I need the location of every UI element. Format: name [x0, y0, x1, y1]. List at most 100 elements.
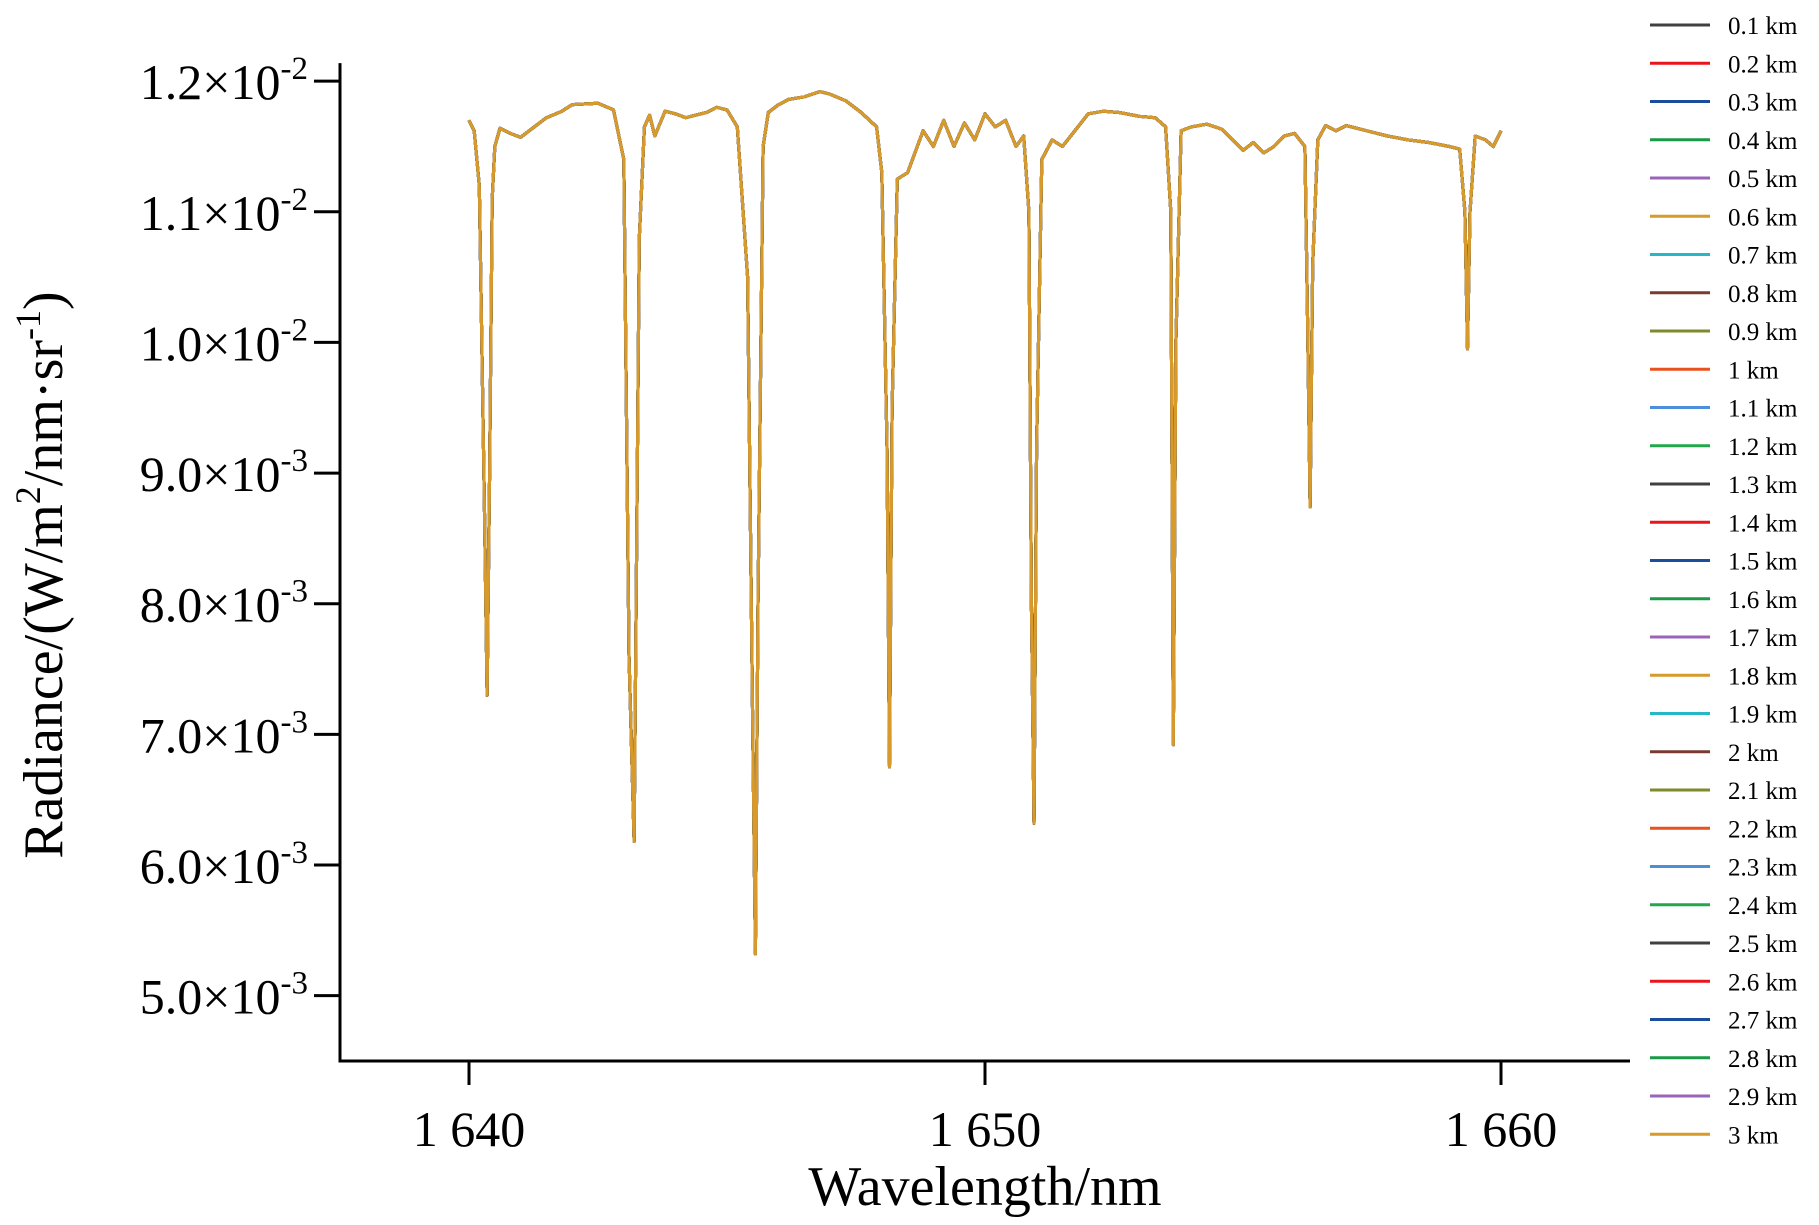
legend-label: 0.2 km [1728, 51, 1798, 78]
legend-item: 0.6 km [1650, 204, 1798, 231]
y-tick-mantissa: 5.0×10 [140, 969, 281, 1025]
legend-item: 2.4 km [1650, 893, 1798, 920]
legend-item: 2.3 km [1650, 855, 1798, 882]
legend-item: 1.6 km [1650, 587, 1798, 614]
legend-item: 2.8 km [1650, 1046, 1798, 1073]
legend-label: 0.5 km [1728, 166, 1798, 193]
legend-item: 1.2 km [1650, 434, 1798, 461]
y-axis-title: Radiance/(W/m2/nm·sr-1) [8, 291, 75, 858]
y-tick-label: 8.0×10-3 [140, 574, 308, 633]
y-tick-exponent: -3 [281, 704, 309, 740]
legend-label: 1.5 km [1728, 549, 1798, 576]
legend-item: 0.5 km [1650, 166, 1798, 193]
legend-item: 2.5 km [1650, 931, 1798, 958]
legend-item: 0.7 km [1650, 243, 1798, 270]
legend-item: 2.6 km [1650, 969, 1798, 996]
y-tick-label: 1.2×10-2 [140, 51, 308, 110]
y-tick-label: 7.0×10-3 [140, 704, 308, 763]
legend-label: 1.6 km [1728, 587, 1798, 614]
y-tick-label: 6.0×10-3 [140, 835, 308, 894]
legend-label: 2.6 km [1728, 969, 1798, 996]
legend-label: 2.2 km [1728, 816, 1798, 843]
legend-item: 0.1 km [1650, 13, 1798, 40]
legend-item: 1.7 km [1650, 625, 1798, 652]
legend-label: 1.4 km [1728, 510, 1798, 537]
legend-item: 2.1 km [1650, 778, 1798, 805]
legend-label: 1 km [1728, 357, 1779, 384]
y-tick-mantissa: 7.0×10 [140, 707, 281, 763]
legend-label: 0.4 km [1728, 128, 1798, 155]
legend-label: 2.1 km [1728, 778, 1798, 805]
legend-label: 2.3 km [1728, 855, 1798, 882]
y-tick-mantissa: 9.0×10 [140, 446, 281, 502]
legend-label: 0.7 km [1728, 243, 1798, 270]
legend-label: 1.8 km [1728, 663, 1798, 690]
legend-item: 3 km [1650, 1122, 1779, 1149]
legend-item: 2.9 km [1650, 1084, 1798, 1111]
x-tick-label: 1 650 [929, 1101, 1042, 1157]
y-tick-mantissa: 1.0×10 [140, 315, 281, 371]
y-tick-exponent: -3 [281, 443, 309, 479]
y-tick-label: 9.0×10-3 [140, 443, 308, 502]
y-tick-exponent: -2 [281, 312, 309, 348]
legend-label: 3 km [1728, 1122, 1779, 1149]
legend-label: 0.8 km [1728, 281, 1798, 308]
legend-item: 1.4 km [1650, 510, 1798, 537]
legend-label: 2.9 km [1728, 1084, 1798, 1111]
legend-label: 1.2 km [1728, 434, 1798, 461]
legend-item: 1 km [1650, 357, 1779, 384]
legend-label: 1.9 km [1728, 702, 1798, 729]
y-tick-exponent: -3 [281, 966, 309, 1002]
legend-item: 2 km [1650, 740, 1779, 767]
y-tick-mantissa: 8.0×10 [140, 577, 281, 633]
y-tick-exponent: -2 [281, 182, 309, 218]
plot-series-group [467, 90, 1503, 956]
legend-item: 2.7 km [1650, 1008, 1798, 1035]
y-tick-label: 5.0×10-3 [140, 966, 308, 1025]
x-ticks-group: 1 640 1 650 1 660 [413, 1061, 1558, 1157]
y-title-superscript: 2 [8, 486, 48, 504]
legend-item: 2.2 km [1650, 816, 1798, 843]
y-title-part: Radiance/(W/m [13, 504, 75, 859]
y-tick-exponent: -3 [281, 835, 309, 871]
y-tick-exponent: -3 [281, 574, 309, 610]
y-title-superscript: -1 [8, 310, 48, 340]
legend-label: 2.4 km [1728, 893, 1798, 920]
y-tick-mantissa: 1.1×10 [140, 185, 281, 241]
legend: 0.1 km 0.2 km 0.3 km 0.4 km 0.5 km 0.6 km 0.7 … [1650, 13, 1798, 1149]
y-tick-exponent: -2 [281, 51, 309, 87]
legend-label: 0.9 km [1728, 319, 1798, 346]
y-title-part: /nm·sr [13, 340, 75, 487]
y-tick-label: 1.1×10-2 [140, 182, 308, 241]
legend-item: 1.1 km [1650, 396, 1798, 423]
legend-label: 1.7 km [1728, 625, 1798, 652]
legend-label: 2 km [1728, 740, 1779, 767]
legend-item: 1.5 km [1650, 549, 1798, 576]
legend-item: 0.4 km [1650, 128, 1798, 155]
y-tick-mantissa: 6.0×10 [140, 838, 281, 894]
legend-label: 0.3 km [1728, 90, 1798, 117]
legend-item: 1.8 km [1650, 663, 1798, 690]
legend-label: 2.7 km [1728, 1008, 1798, 1035]
y-ticks-group: 1.2×10-21.1×10-21.0×10-29.0×10-38.0×10-3… [140, 51, 340, 1025]
legend-label: 2.8 km [1728, 1046, 1798, 1073]
legend-item: 1.3 km [1650, 472, 1798, 499]
legend-item: 0.8 km [1650, 281, 1798, 308]
x-tick-label: 1 660 [1445, 1101, 1558, 1157]
y-tick-mantissa: 1.2×10 [140, 54, 281, 110]
legend-label: 0.1 km [1728, 13, 1798, 40]
legend-label: 0.6 km [1728, 204, 1798, 231]
series-line [467, 90, 1503, 956]
x-tick-label: 1 640 [413, 1101, 526, 1157]
axes-group [338, 63, 1630, 1063]
y-title-part: ) [13, 291, 75, 310]
legend-label: 1.1 km [1728, 396, 1798, 423]
legend-label: 1.3 km [1728, 472, 1798, 499]
x-axis-title: Wavelength/nm [808, 1156, 1161, 1218]
legend-item: 0.2 km [1650, 51, 1798, 78]
y-tick-label: 1.0×10-2 [140, 312, 308, 371]
legend-item: 1.9 km [1650, 702, 1798, 729]
legend-label: 2.5 km [1728, 931, 1798, 958]
legend-item: 0.3 km [1650, 90, 1798, 117]
